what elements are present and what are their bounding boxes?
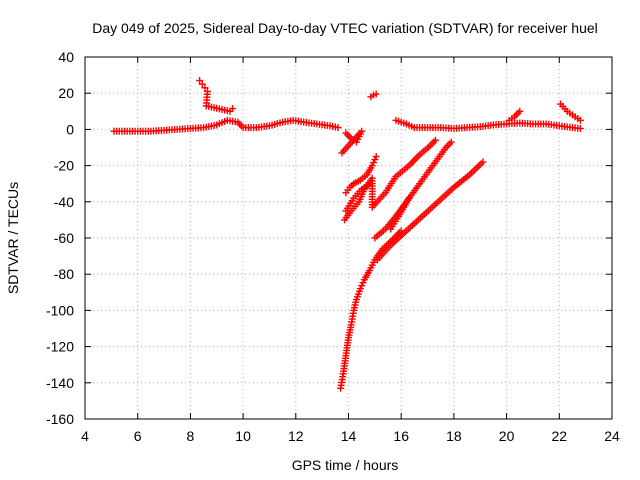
y-tick-label: 20 xyxy=(58,85,74,101)
x-tick-label: 10 xyxy=(235,428,251,444)
y-tick-label: -80 xyxy=(54,266,74,282)
data-point xyxy=(447,138,455,146)
x-tick-label: 18 xyxy=(446,428,462,444)
x-tick-label: 16 xyxy=(393,428,409,444)
data-point xyxy=(397,227,405,235)
data-point xyxy=(201,84,209,92)
x-tick-label: 4 xyxy=(81,428,89,444)
y-tick-label: -100 xyxy=(46,302,74,318)
data-point xyxy=(576,124,584,132)
y-tick-label: -140 xyxy=(46,375,74,391)
y-tick-label: 0 xyxy=(66,121,74,137)
data-points xyxy=(110,77,584,392)
x-tick-label: 8 xyxy=(187,428,195,444)
data-point xyxy=(198,80,206,88)
data-point xyxy=(196,77,204,85)
x-tick-label: 12 xyxy=(288,428,304,444)
data-point xyxy=(479,158,487,166)
y-axis-label: SDTVAR / TECUs xyxy=(5,182,21,294)
data-point xyxy=(576,116,584,124)
grid xyxy=(85,57,612,419)
x-tick-label: 14 xyxy=(341,428,357,444)
data-point xyxy=(334,124,342,132)
y-tick-label: -40 xyxy=(54,194,74,210)
plot-frame xyxy=(84,56,613,420)
x-tick-label: 22 xyxy=(552,428,568,444)
y-tick-label: 40 xyxy=(58,49,74,65)
y-tick-label: -60 xyxy=(54,230,74,246)
y-tick-label: -20 xyxy=(54,158,74,174)
data-point xyxy=(431,136,439,144)
data-point xyxy=(405,194,413,202)
x-tick-label: 6 xyxy=(134,428,142,444)
x-axis-label: GPS time / hours xyxy=(292,457,399,473)
y-tick-label: -120 xyxy=(46,339,74,355)
x-tick-label: 24 xyxy=(604,428,620,444)
data-point xyxy=(372,153,380,161)
axis-ticks: 4 6 8 10 12 14 16 18 20 22 24 40 20 0 -20 -40 -60 -80 -100… xyxy=(46,49,620,444)
y-tick-label: -160 xyxy=(46,411,74,427)
data-point xyxy=(338,149,346,157)
data-point xyxy=(229,105,237,113)
data-point xyxy=(516,107,524,115)
data-point xyxy=(372,90,380,98)
x-tick-label: 20 xyxy=(499,428,515,444)
chart-title: Day 049 of 2025, Sidereal Day-to-day VTE… xyxy=(92,20,598,36)
